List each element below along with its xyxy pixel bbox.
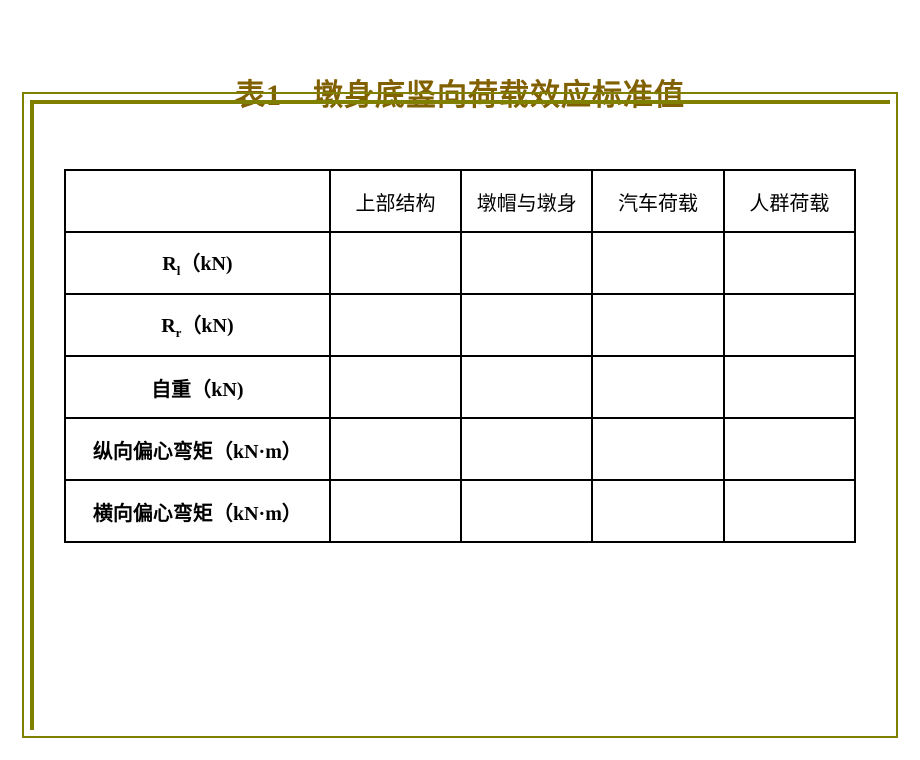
- inner-frame: [30, 100, 890, 730]
